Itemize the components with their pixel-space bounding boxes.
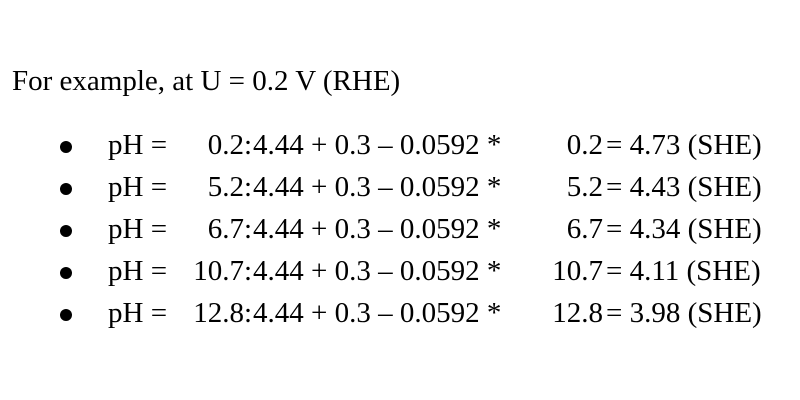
ph-multiplier: 0.2 xyxy=(566,129,603,161)
expression: 4.44 + 0.3 – 0.0592 * xyxy=(253,171,502,203)
ph-label: pH = xyxy=(108,297,168,329)
ph-value: 5.2: xyxy=(207,171,252,203)
ph-value: 6.7: xyxy=(207,213,252,245)
intro-text: For example, at U = 0.2 V (RHE) xyxy=(12,65,401,97)
bullet-icon xyxy=(60,225,72,237)
ph-multiplier: 6.7 xyxy=(566,213,603,245)
ph-label: pH = xyxy=(108,213,168,245)
bullet-icon xyxy=(60,267,72,279)
ph-multiplier: 12.8 xyxy=(552,297,603,329)
ph-label: pH = xyxy=(108,171,168,203)
ph-multiplier: 5.2 xyxy=(566,171,603,203)
expression: 4.44 + 0.3 – 0.0592 * xyxy=(253,213,502,245)
bullet-icon xyxy=(60,183,72,195)
bullet-icon xyxy=(60,309,72,321)
expression: 4.44 + 0.3 – 0.0592 * xyxy=(253,255,502,287)
ph-value: 12.8: xyxy=(193,297,252,329)
expression: 4.44 + 0.3 – 0.0592 * xyxy=(253,129,502,161)
result: = 3.98 (SHE) xyxy=(606,297,762,329)
result: = 4.73 (SHE) xyxy=(606,129,762,161)
result: = 4.11 (SHE) xyxy=(606,255,761,287)
expression: 4.44 + 0.3 – 0.0592 * xyxy=(253,297,502,329)
result: = 4.43 (SHE) xyxy=(606,171,762,203)
ph-label: pH = xyxy=(108,129,168,161)
result: = 4.34 (SHE) xyxy=(606,213,762,245)
ph-label: pH = xyxy=(108,255,168,287)
ph-multiplier: 10.7 xyxy=(552,255,603,287)
ph-value: 0.2: xyxy=(207,129,252,161)
bullet-icon xyxy=(60,141,72,153)
ph-value: 10.7: xyxy=(193,255,252,287)
